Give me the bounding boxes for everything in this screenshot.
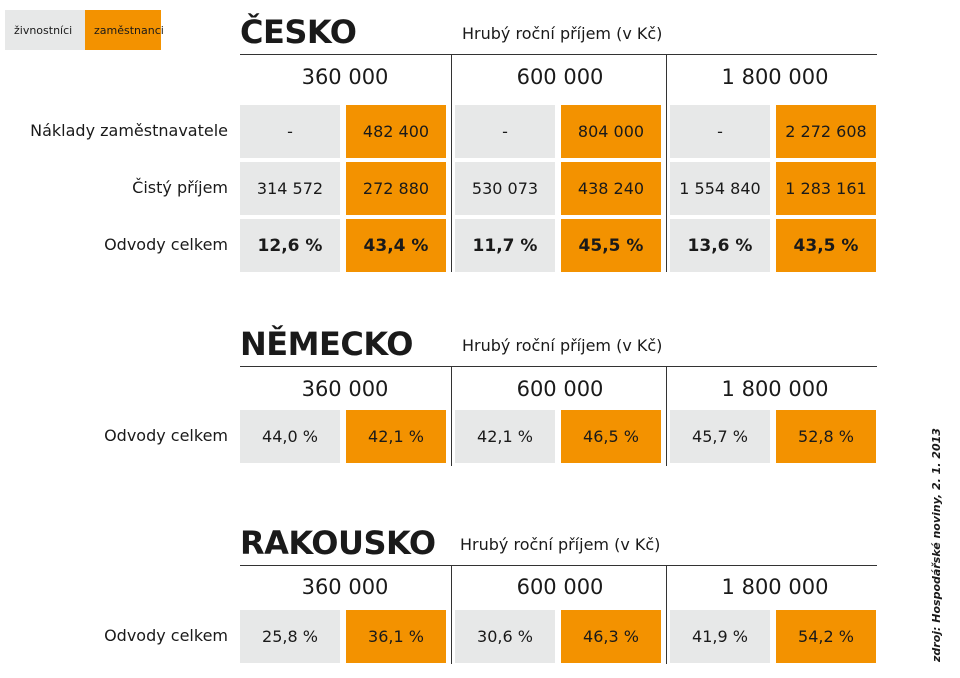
cell-zivnostnici: 11,7 % [455,219,555,272]
income-header: 360 000 [301,65,389,89]
row-label: Odvody celkem [104,426,228,445]
group-separator [666,54,667,272]
cell-zivnostnici: - [240,105,340,158]
cell-zivnostnici: 12,6 % [240,219,340,272]
group-separator [666,366,667,466]
group-separator [451,366,452,466]
header-rule [240,54,877,55]
cell-zamestnanci: 45,5 % [561,219,661,272]
income-header: 1 800 000 [721,65,829,89]
group-separator [451,565,452,664]
legend-zamestnanci: zaměstnanci [85,10,164,50]
income-subtitle: Hrubý roční příjem (v Kč) [462,24,663,43]
income-subtitle: Hrubý roční příjem (v Kč) [460,535,661,554]
cell-zamestnanci: 438 240 [561,162,661,215]
cell-zivnostnici: 45,7 % [670,410,770,463]
group-separator [451,54,452,272]
cell-zamestnanci: 42,1 % [346,410,446,463]
cell-zamestnanci: 52,8 % [776,410,876,463]
income-header: 600 000 [516,65,604,89]
income-header: 600 000 [516,377,604,401]
cell-zamestnanci: 43,4 % [346,219,446,272]
country-title: ČESKO [240,13,357,51]
legend-zivnostnici: živnostníci [5,10,85,50]
cell-zivnostnici: 44,0 % [240,410,340,463]
country-title: RAKOUSKO [240,524,436,562]
country-title: NĚMECKO [240,325,413,363]
cell-zivnostnici: 25,8 % [240,610,340,663]
cell-zamestnanci: 1 283 161 [776,162,876,215]
cell-zamestnanci: 43,5 % [776,219,876,272]
income-subtitle: Hrubý roční příjem (v Kč) [462,336,663,355]
row-label: Odvody celkem [104,235,228,254]
cell-zivnostnici: 13,6 % [670,219,770,272]
cell-zivnostnici: 314 572 [240,162,340,215]
cell-zamestnanci: 46,5 % [561,410,661,463]
legend: živnostníci zaměstnanci [5,10,164,50]
cell-zivnostnici: - [670,105,770,158]
header-rule [240,366,877,367]
cell-zivnostnici: 41,9 % [670,610,770,663]
income-header: 600 000 [516,575,604,599]
row-label: Čistý příjem [132,178,228,197]
income-header: 360 000 [301,575,389,599]
cell-zamestnanci: 482 400 [346,105,446,158]
source-note: zdroj: Hospodářské noviny, 2. 1. 2013 [930,428,943,662]
cell-zivnostnici: 1 554 840 [670,162,770,215]
header-rule [240,565,877,566]
cell-zamestnanci: 54,2 % [776,610,876,663]
cell-zamestnanci: 272 880 [346,162,446,215]
cell-zivnostnici: 42,1 % [455,410,555,463]
cell-zivnostnici: 30,6 % [455,610,555,663]
income-header: 1 800 000 [721,377,829,401]
row-label: Odvody celkem [104,626,228,645]
row-label: Náklady zaměstnavatele [30,121,228,140]
cell-zamestnanci: 804 000 [561,105,661,158]
cell-zamestnanci: 2 272 608 [776,105,876,158]
income-header: 1 800 000 [721,575,829,599]
cell-zamestnanci: 46,3 % [561,610,661,663]
income-header: 360 000 [301,377,389,401]
cell-zamestnanci: 36,1 % [346,610,446,663]
cell-zivnostnici: - [455,105,555,158]
cell-zivnostnici: 530 073 [455,162,555,215]
group-separator [666,565,667,664]
